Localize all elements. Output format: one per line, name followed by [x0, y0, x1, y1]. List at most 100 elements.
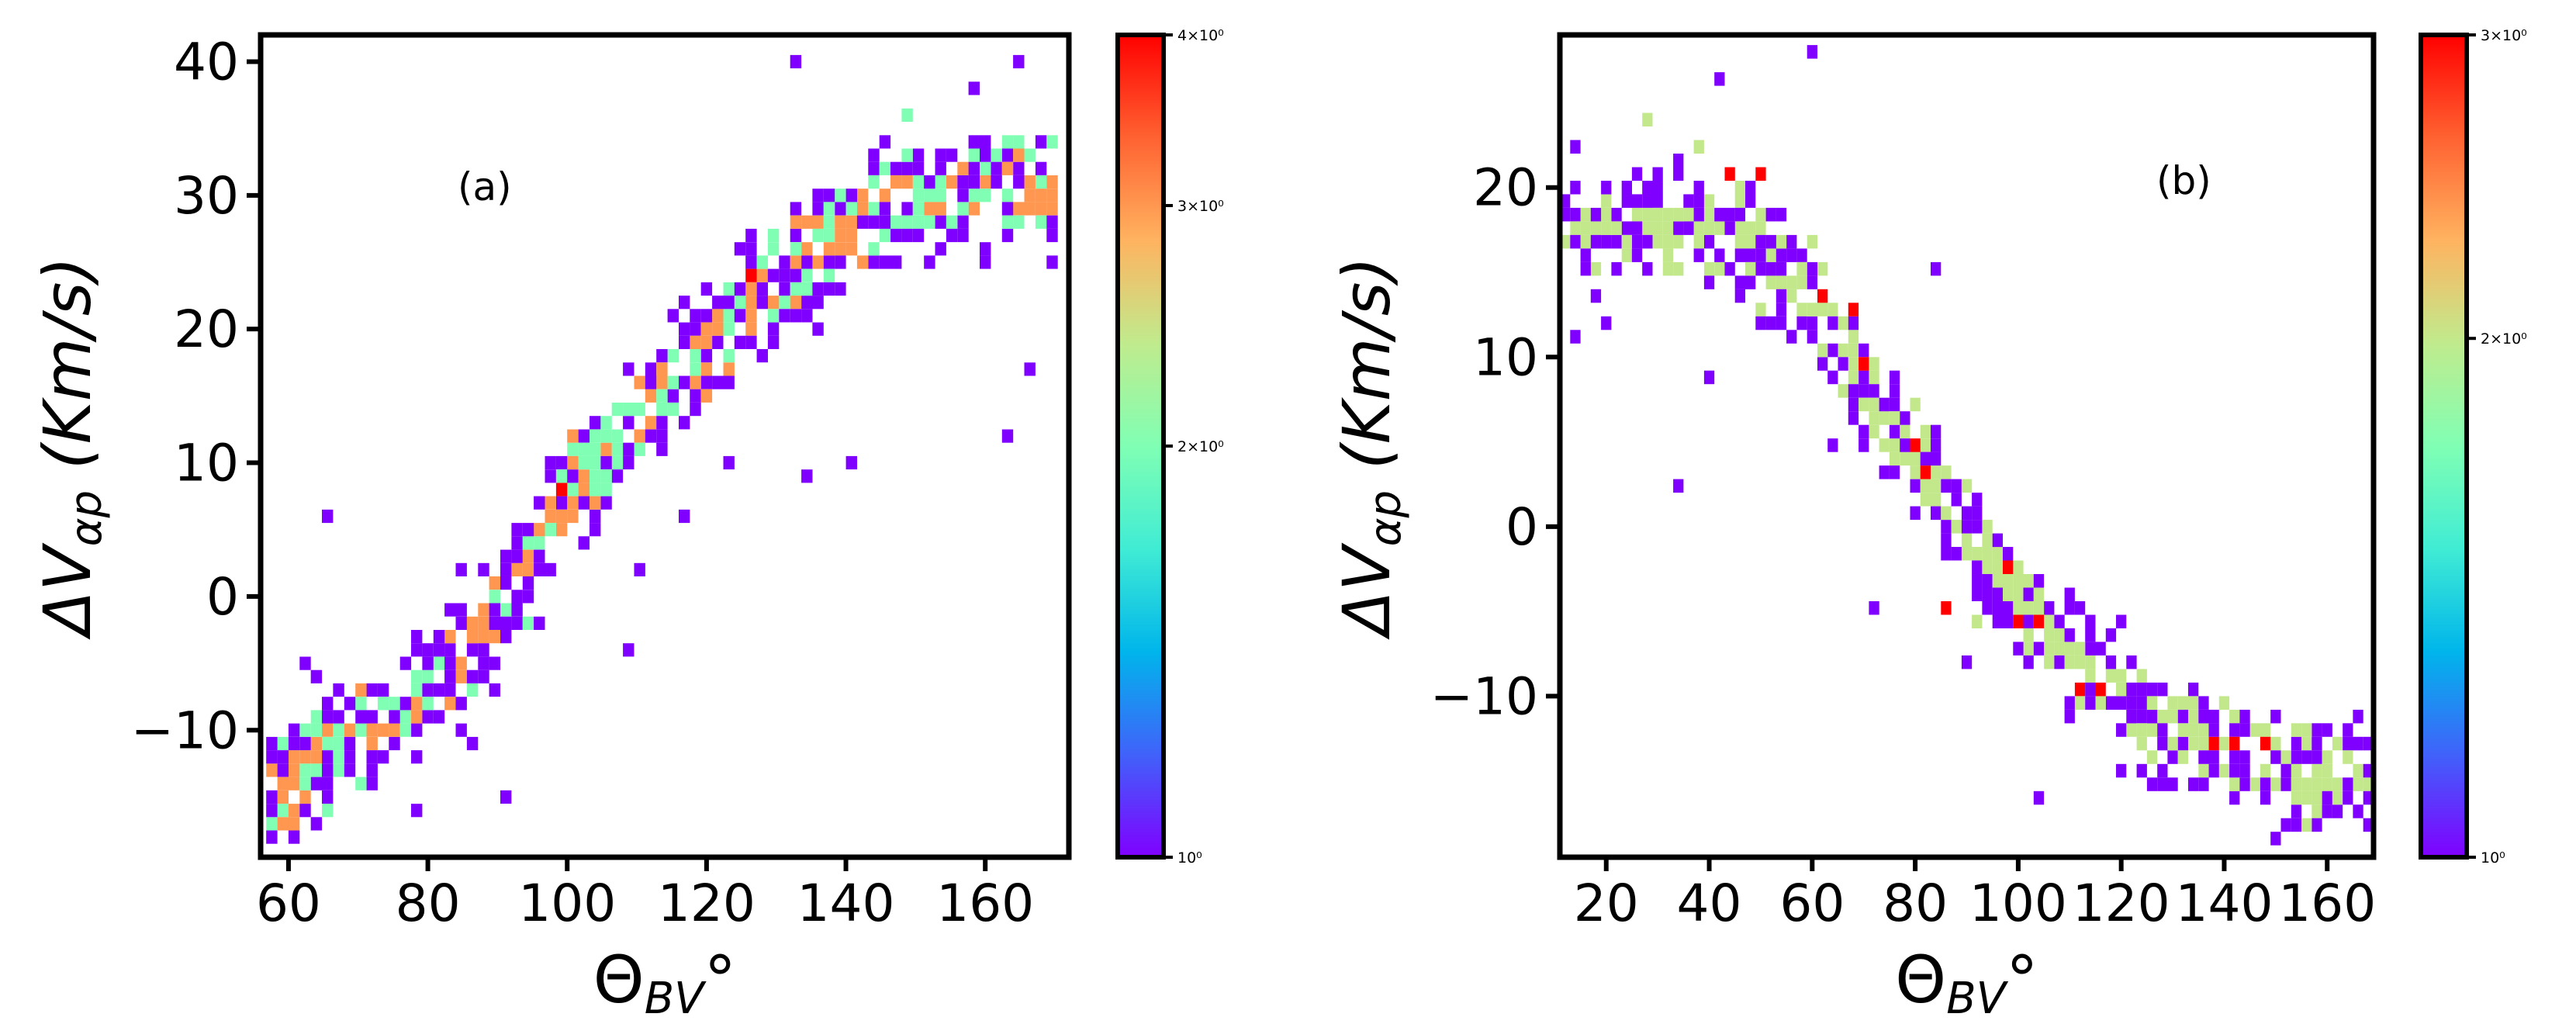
heatmap-cell — [310, 750, 323, 764]
heatmap-cell — [1693, 140, 1704, 154]
heatmap-cell — [656, 362, 668, 376]
heatmap-cell — [868, 215, 880, 229]
heatmap-cell — [1714, 221, 1725, 235]
heatmap-cell — [2343, 723, 2353, 737]
heatmap-cell — [1001, 202, 1014, 216]
heatmap-cell — [2311, 804, 2322, 818]
heatmap-cell — [2054, 628, 2065, 642]
heatmap-cell — [1755, 316, 1766, 330]
heatmap-cell — [2033, 642, 2045, 656]
heatmap-cell — [2322, 750, 2332, 764]
heatmap-cell — [2332, 790, 2343, 805]
heatmap-cell — [1570, 234, 1581, 249]
heatmap-cell — [2311, 723, 2322, 737]
heatmap-cell — [322, 750, 334, 764]
heatmap-cell — [1703, 221, 1715, 235]
heatmap-cell — [299, 763, 311, 777]
heatmap-cell — [266, 804, 278, 818]
heatmap-cell — [1827, 303, 1838, 317]
heatmap-cell — [1807, 234, 1817, 249]
heatmap-cell — [2157, 777, 2168, 791]
heatmap-cell — [377, 750, 389, 764]
heatmap-cell — [1703, 234, 1715, 249]
heatmap-cell — [667, 375, 679, 389]
heatmap-cell — [1631, 221, 1643, 235]
heatmap-cell — [623, 643, 634, 657]
heatmap-cell — [756, 255, 768, 269]
heatmap-cell — [344, 697, 356, 711]
x-axis-a: 60 80 100 120 140 160 — [256, 857, 1034, 933]
heatmap-cell — [2023, 614, 2034, 628]
heatmap-cell — [277, 763, 289, 777]
heatmap-cell — [1745, 261, 1756, 276]
heatmap-cell — [2229, 736, 2240, 751]
heatmap-cell — [2085, 682, 2096, 697]
heatmap-cell — [1765, 234, 1776, 249]
heatmap-cell — [946, 148, 958, 162]
heatmap-cell — [1920, 451, 1931, 466]
heatmap-cell — [399, 656, 412, 670]
heatmap-cell — [835, 255, 846, 269]
heatmap-cell — [1817, 343, 1828, 358]
heatmap-cell — [500, 549, 512, 563]
heatmap-cell — [868, 148, 880, 162]
heatmap-cell — [1734, 275, 1745, 289]
heatmap-cell — [299, 777, 311, 790]
heatmap-cell — [2198, 777, 2209, 791]
heatmap-cell — [2270, 709, 2281, 724]
heatmap-cell — [545, 562, 556, 576]
heatmap-cell — [2167, 750, 2178, 764]
heatmap-cell — [1570, 207, 1581, 222]
heatmap-cell — [1838, 357, 1848, 371]
heatmap-cell — [1046, 202, 1058, 216]
heatmap-cell — [723, 309, 735, 323]
heatmap-cell — [2116, 614, 2127, 628]
heatmap-cell — [935, 189, 946, 202]
heatmap-cell — [522, 616, 534, 630]
heatmap-cell — [1931, 479, 1942, 493]
heatmap-cell — [779, 296, 790, 310]
heatmap-cell — [734, 282, 746, 296]
heatmap-cell — [1703, 194, 1715, 208]
heatmap-cell — [478, 643, 489, 657]
heatmap-cell — [522, 576, 534, 590]
heatmap-cell — [1601, 221, 1612, 235]
y-tick-label: 0 — [206, 567, 239, 627]
heatmap-cell — [500, 562, 512, 576]
heatmap-cell — [322, 723, 334, 737]
heatmap-cell — [611, 455, 624, 470]
heatmap-cell — [444, 669, 456, 683]
heatmap-cell — [1848, 330, 1859, 344]
heatmap-cell — [399, 710, 412, 724]
heatmap-cell — [1951, 520, 1962, 534]
heatmap-cell — [355, 697, 367, 711]
heatmap-cell — [411, 750, 423, 764]
heatmap-cell — [957, 161, 969, 175]
heatmap-cell — [433, 683, 445, 697]
heatmap-cell — [266, 736, 278, 751]
heatmap-cell — [1941, 506, 1952, 521]
heatmap-cell — [1786, 248, 1797, 262]
heatmap-cell — [1961, 520, 1973, 534]
heatmap-cell — [690, 403, 701, 417]
heatmap-cell — [667, 403, 679, 417]
heatmap-cell — [478, 616, 489, 630]
heatmap-cell — [1673, 221, 1684, 235]
heatmap-cell — [845, 242, 857, 256]
heatmap-cell — [455, 656, 467, 670]
heatmap-cell — [466, 736, 479, 751]
heatmap-cell — [968, 161, 980, 175]
heatmap-cell — [2033, 574, 2045, 588]
heatmap-cell — [600, 416, 612, 430]
heatmap-cell — [545, 469, 556, 483]
heatmap-cell — [1992, 587, 2003, 601]
heatmap-cell — [957, 189, 969, 202]
heatmap-cell — [1590, 221, 1602, 235]
heatmap-cell — [366, 723, 378, 737]
heatmap-cell — [868, 202, 880, 216]
heatmap-cell — [1673, 207, 1684, 222]
heatmap-cell — [1889, 438, 1900, 452]
heatmap-cell — [968, 135, 980, 149]
heatmap-cell — [455, 723, 467, 737]
heatmap-cell — [1972, 574, 1983, 588]
